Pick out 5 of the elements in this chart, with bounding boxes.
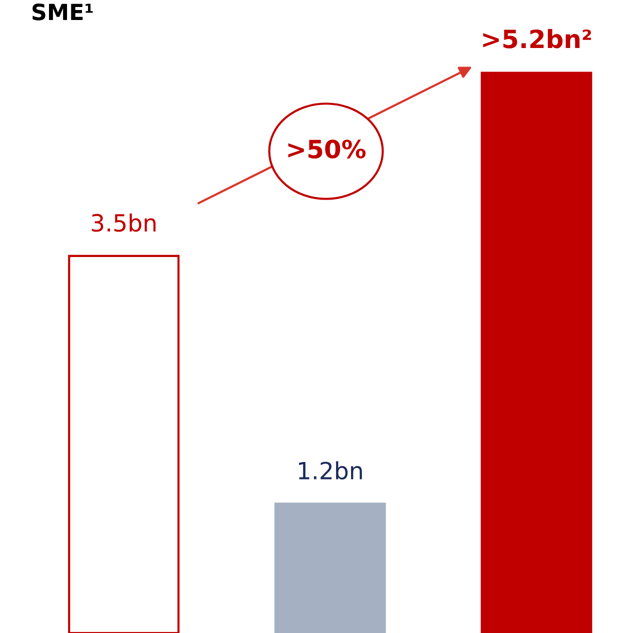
data-label: 3.5bn <box>92 214 156 232</box>
chart-title: SME¹ <box>32 4 93 20</box>
annotation: >50% <box>288 140 366 158</box>
data-label: >5.2bn² <box>483 29 592 48</box>
data-label: 1.2bn <box>298 461 362 480</box>
